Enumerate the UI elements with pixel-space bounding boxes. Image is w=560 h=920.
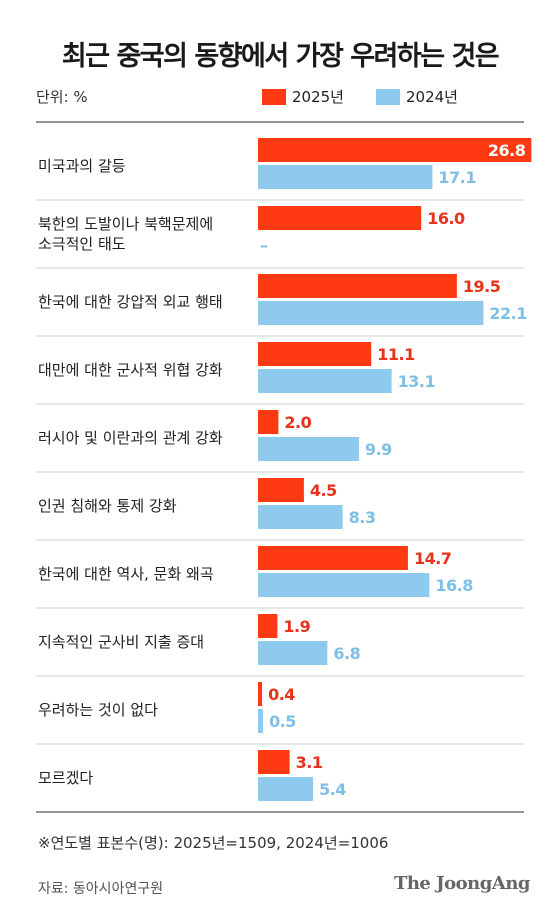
bar-2024	[258, 777, 314, 801]
category-label: 한국에 대한 역사, 문화 왜곡	[38, 565, 214, 583]
bar-2024	[258, 641, 328, 665]
legend-swatch-2025	[262, 88, 286, 105]
data-label-2024: –	[260, 236, 268, 255]
bar-2025	[258, 546, 408, 570]
data-label-2025: 1.9	[283, 617, 310, 636]
data-label-2025: 19.5	[463, 277, 501, 296]
data-label-2025: 16.0	[427, 209, 465, 228]
bar-2025	[258, 342, 372, 366]
data-label-2025: 26.8	[488, 141, 526, 160]
source-note: 자료: 동아시아연구원	[38, 881, 164, 897]
data-label-2025: 11.1	[377, 345, 415, 364]
data-label-2024: 8.3	[349, 508, 376, 527]
sample-size-footnote: ※연도별 표본수(명): 2025년=1509, 2024년=1006	[38, 834, 389, 852]
data-label-2024: 17.1	[438, 168, 476, 187]
data-label-2024: 22.1	[489, 304, 527, 323]
bar-2025	[258, 614, 278, 638]
bar-2025	[258, 274, 457, 298]
bar-2025	[258, 138, 532, 162]
data-label-2025: 4.5	[310, 481, 337, 500]
data-label-2024: 16.8	[435, 576, 473, 595]
bar-2025	[258, 682, 263, 706]
data-label-2025: 14.7	[414, 549, 451, 568]
unit-label: 단위: %	[36, 88, 88, 106]
bar-2024	[258, 573, 430, 597]
bar-2024	[258, 505, 343, 529]
bar-2025	[258, 206, 422, 230]
category-label: 인권 침해와 통제 강화	[38, 497, 177, 515]
data-label-2024: 5.4	[319, 780, 346, 799]
legend-item-2024: 2024년	[376, 86, 458, 107]
bar-2025	[258, 410, 279, 434]
data-label-2025: 2.0	[284, 413, 311, 432]
data-label-2025: 3.1	[296, 753, 323, 772]
bar-2025	[258, 478, 304, 502]
legend-label-2025: 2025년	[292, 88, 344, 106]
data-label-2024: 9.9	[365, 440, 392, 459]
category-label: 지속적인 군사비 지출 증대	[38, 633, 204, 651]
data-label-2024: 0.5	[269, 712, 296, 731]
legend-item-2025: 2025년	[262, 86, 344, 107]
category-label: 북한의 도발이나 북핵문제에	[38, 215, 213, 233]
chart-title: 최근 중국의 동향에서 가장 우려하는 것은	[61, 41, 500, 72]
bar-2024	[258, 165, 433, 189]
bar-2024	[258, 437, 359, 461]
category-label: 대만에 대한 군사적 위협 강화	[38, 361, 223, 379]
category-label: 우려하는 것이 없다	[38, 701, 158, 719]
category-label: 러시아 및 이란과의 관계 강화	[38, 429, 223, 447]
legend-swatch-2024	[376, 88, 400, 105]
bar-2024	[258, 709, 264, 733]
bar-2024	[258, 301, 484, 325]
bar-2025	[258, 750, 290, 774]
data-label-2024: 6.8	[333, 644, 360, 663]
legend-label-2024: 2024년	[406, 88, 458, 106]
bar-2024	[258, 369, 392, 393]
category-label: 한국에 대한 강압적 외교 행태	[38, 293, 223, 311]
category-label: 미국과의 갈등	[38, 157, 126, 175]
category-label: 소극적인 태도	[38, 235, 126, 253]
brand-logo: The JoongAng	[393, 873, 531, 894]
data-label-2024: 13.1	[398, 372, 436, 391]
data-label-2025: 0.4	[268, 685, 295, 704]
category-label: 모르겠다	[38, 769, 93, 787]
